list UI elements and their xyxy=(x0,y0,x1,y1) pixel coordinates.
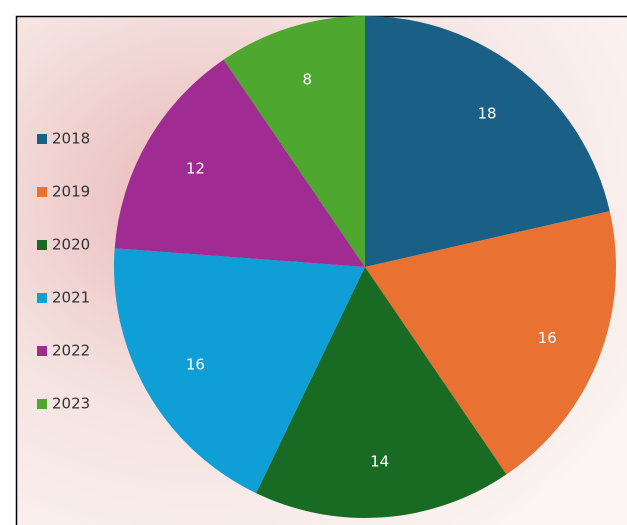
data-label: 8 xyxy=(303,70,313,88)
legend-label: 2023 xyxy=(52,395,90,413)
screenshot: 18 16 14 16 12 8 2018 2019 2020 2021 2022 2023 xyxy=(0,0,627,525)
legend-swatch xyxy=(37,399,47,409)
legend-swatch xyxy=(37,187,47,197)
data-label: 18 xyxy=(478,104,497,122)
legend-label: 2021 xyxy=(52,289,90,307)
data-label: 16 xyxy=(186,355,205,373)
data-label: 16 xyxy=(538,329,557,347)
data-label: 14 xyxy=(370,453,389,471)
legend-swatch xyxy=(37,293,47,303)
legend-label: 2019 xyxy=(52,183,90,201)
legend-swatch xyxy=(37,240,47,250)
chart: 18 16 14 16 12 8 2018 2019 2020 2021 2022 2023 xyxy=(0,0,627,525)
legend-label: 2022 xyxy=(52,342,90,360)
data-label: 12 xyxy=(186,160,205,178)
legend-swatch xyxy=(37,346,47,356)
legend-label: 2020 xyxy=(52,236,90,254)
legend-label: 2018 xyxy=(52,130,90,148)
legend-swatch xyxy=(37,134,47,144)
